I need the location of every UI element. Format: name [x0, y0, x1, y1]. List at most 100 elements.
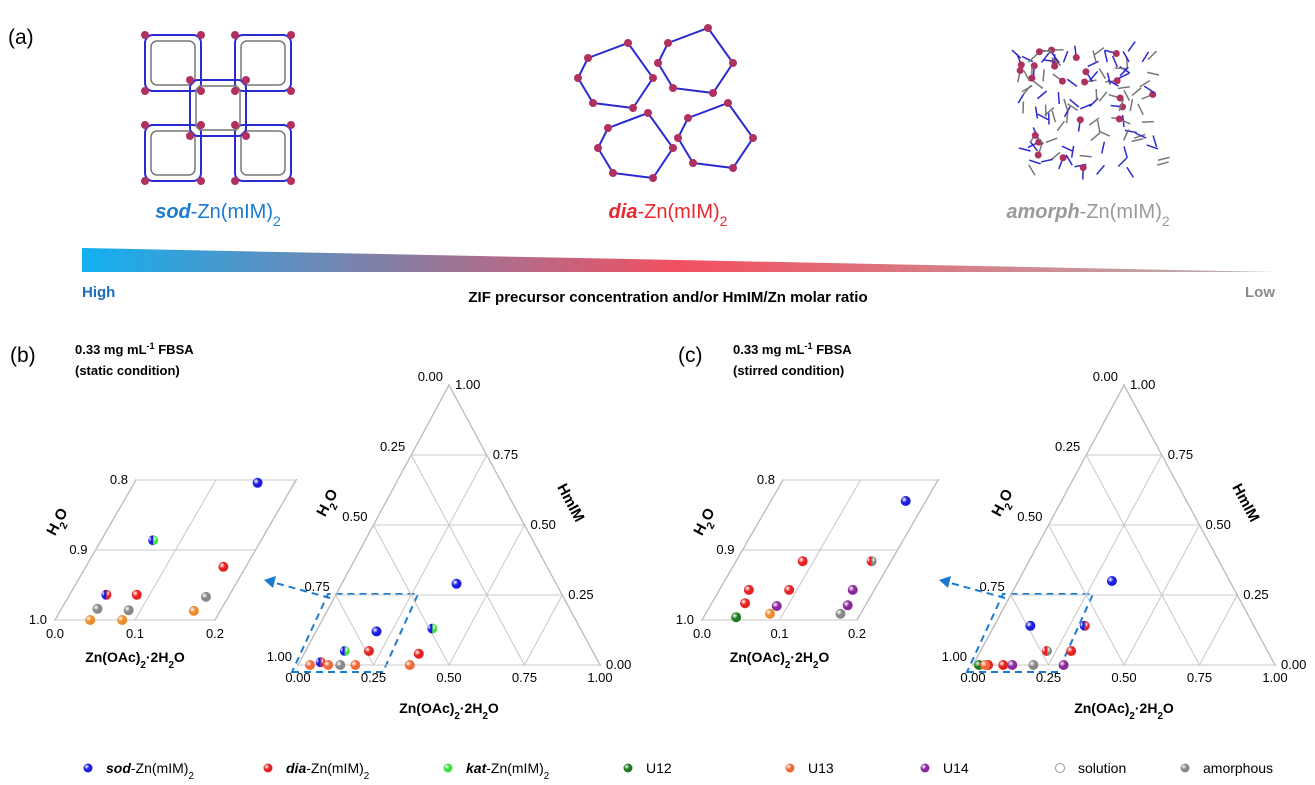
sphere-half: [1047, 646, 1052, 656]
bond: [1124, 90, 1130, 101]
grid-line: [411, 455, 524, 665]
sphere: [189, 606, 199, 616]
tick-label: 0.1: [126, 626, 144, 641]
label-part: FBSA: [813, 342, 853, 357]
tick-label: 0.9: [69, 542, 87, 557]
data-point: [405, 660, 415, 670]
panel-label: (c): [678, 344, 703, 367]
data-point: [427, 624, 437, 634]
sphere: [323, 660, 333, 670]
zn-node: [1018, 61, 1025, 68]
zn-node: [594, 144, 602, 152]
label-part: O: [996, 486, 1017, 505]
label-part: -1: [805, 341, 813, 351]
label-part: -Zn(mIM): [191, 201, 273, 223]
zn-node: [574, 74, 582, 82]
bond: [1033, 81, 1043, 88]
data-point: [323, 660, 333, 670]
legend-item: [921, 764, 930, 773]
bond: [1132, 139, 1144, 142]
data-point: [798, 556, 808, 566]
label-part: ·2H: [790, 649, 813, 665]
label: Zn(OAc)2·2H2O: [730, 649, 830, 671]
label-part: ·2H: [460, 700, 483, 716]
ring: [658, 28, 733, 93]
bond: [1098, 120, 1100, 132]
bond: [1062, 146, 1073, 151]
sphere-half: [427, 624, 432, 634]
tick-label: 0.50: [436, 670, 461, 685]
zn-node: [644, 109, 652, 117]
tick-label: 0.1: [770, 626, 788, 641]
sphere: [350, 660, 360, 670]
zn-node: [186, 132, 194, 140]
bond: [1148, 51, 1156, 59]
bond: [1024, 71, 1030, 82]
zn-node: [1082, 68, 1089, 75]
zn-node: [649, 74, 657, 82]
sphere: [132, 590, 142, 600]
sphere: [414, 649, 424, 659]
data-point: [124, 605, 134, 615]
label-part: U12: [646, 760, 672, 776]
label: 0.33 mg mL-1 FBSA: [733, 341, 852, 357]
zn-node: [704, 24, 712, 32]
data-point: [452, 579, 462, 589]
bond: [1093, 51, 1096, 63]
data-point: [901, 496, 911, 506]
zn-node: [729, 164, 737, 172]
tick-label: 0.25: [1243, 587, 1268, 602]
legend-item: [84, 764, 93, 773]
sphere: [1028, 660, 1038, 670]
data-point: [1028, 660, 1038, 670]
zn-node: [749, 134, 757, 142]
tick-label: 0.75: [1187, 670, 1212, 685]
tick-label: 0.00: [1093, 369, 1118, 384]
tick-label: 0.8: [110, 472, 128, 487]
arrow-head: [939, 576, 951, 588]
sphere: [1181, 764, 1190, 773]
sphere: [784, 585, 794, 595]
tick-label: 0.50: [1206, 517, 1231, 532]
zn-node: [186, 76, 194, 84]
sphere: [253, 478, 263, 488]
zn-node: [1073, 54, 1080, 61]
zn-node: [584, 54, 592, 62]
label-part: O: [698, 505, 719, 524]
zn-node: [624, 39, 632, 47]
bond: [1057, 121, 1064, 131]
zn-node: [1059, 78, 1066, 85]
bond: [1153, 136, 1157, 147]
label-part: 2: [544, 771, 549, 781]
label-part: ·2H: [1135, 700, 1158, 716]
bond: [1088, 61, 1099, 66]
data-point: [189, 606, 199, 616]
zn-node: [669, 84, 677, 92]
label-part: 2: [720, 213, 728, 229]
tick-label: 1.0: [29, 612, 47, 627]
zn-node: [287, 87, 295, 95]
bond: [1130, 99, 1132, 111]
label-part: -Zn(mIM): [306, 760, 364, 776]
condition: (stirred condition): [733, 363, 844, 378]
tick-label: 0.00: [960, 670, 985, 685]
label-part: O: [1163, 700, 1174, 716]
sphere: [980, 660, 990, 670]
label-part: sod: [155, 201, 191, 223]
label-part: 0.33 mg mL: [75, 342, 147, 357]
ring: [578, 43, 653, 108]
sphere: [744, 585, 754, 595]
page: (a) High Low ZIF precursor concentration…: [0, 0, 1315, 780]
bond: [1105, 50, 1108, 62]
zn-node: [141, 121, 149, 129]
legend-item: [624, 764, 633, 773]
bond: [1115, 68, 1127, 69]
label-part: -1: [147, 341, 155, 351]
bond: [1128, 42, 1135, 52]
tick-label: 0.25: [1036, 670, 1061, 685]
data-point: [1080, 621, 1090, 631]
sphere: [452, 579, 462, 589]
data-point: [1025, 621, 1035, 631]
sphere: [405, 660, 415, 670]
bond: [1158, 157, 1170, 160]
